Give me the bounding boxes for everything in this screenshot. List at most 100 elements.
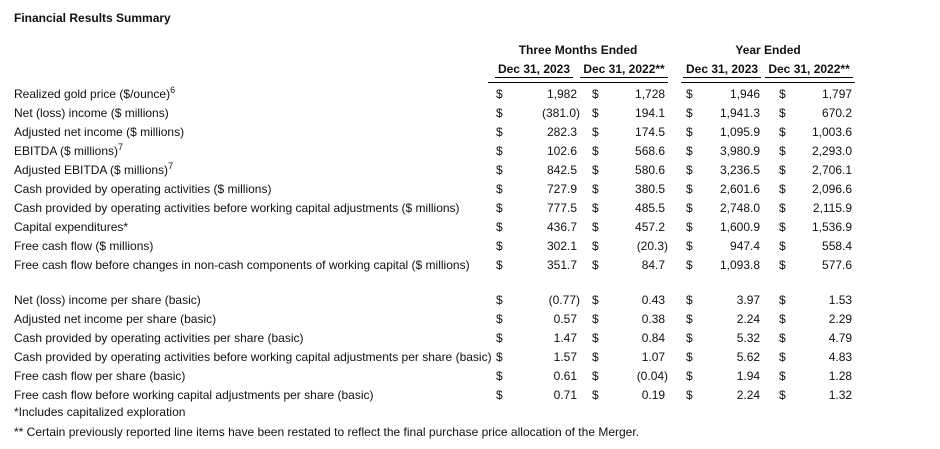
row-label: Capital expenditures*	[14, 220, 129, 234]
row-label: Realized gold price ($/ounce)	[14, 87, 171, 101]
cell-year-2022: 2,293.0	[812, 144, 853, 158]
cell-year-2022: 577.6	[822, 258, 853, 272]
cell-three-months-2023: 0.61	[553, 369, 577, 383]
currency-symbol: $	[496, 182, 503, 196]
cell-year-2023: 1,946	[730, 87, 761, 101]
currency-symbol: $	[779, 388, 786, 402]
column-header-label: Dec 31, 2023	[494, 62, 574, 78]
currency-symbol: $	[686, 125, 693, 139]
currency-symbol: $	[779, 144, 786, 158]
cell-year-2022: 4.79	[828, 331, 853, 345]
currency-symbol: $	[779, 312, 786, 326]
currency-symbol: $	[592, 293, 599, 307]
row-label-superscript: 7	[118, 142, 124, 152]
currency-symbol: $	[686, 144, 693, 158]
table-row: Cash provided by operating activities ($…	[0, 177, 940, 196]
row-label: Adjusted net income ($ millions)	[14, 125, 185, 139]
cell-three-months-2022: 568.6	[635, 144, 666, 158]
cell-three-months-2022: 0.84	[641, 331, 666, 345]
currency-symbol: $	[779, 182, 786, 196]
row-label: Cash provided by operating activities be…	[14, 350, 492, 364]
currency-symbol: $	[592, 144, 599, 158]
row-label: Free cash flow before changes in non-cas…	[14, 258, 470, 272]
currency-symbol: $	[496, 239, 503, 253]
cell-three-months-2022: (0.04)	[636, 369, 669, 383]
currency-symbol: $	[496, 125, 503, 139]
currency-symbol: $	[496, 106, 503, 120]
table-row: Cash provided by operating activities be…	[0, 196, 940, 215]
currency-symbol: $	[592, 369, 599, 383]
footnote-restated-line-items: ** Certain previously reported line item…	[14, 425, 640, 439]
currency-symbol: $	[592, 220, 599, 234]
cell-year-2022: 1,797	[822, 87, 853, 101]
currency-symbol: $	[592, 182, 599, 196]
column-header-three-months-dec-31-2022: Dec 31, 2022**	[580, 59, 668, 78]
column-header-year-dec-31-2023: Dec 31, 2023	[681, 59, 763, 78]
row-label: Cash provided by operating activities ($…	[14, 182, 272, 196]
table-row: Cash provided by operating activities pe…	[0, 326, 940, 345]
row-label: Net (loss) income per share (basic)	[14, 293, 201, 307]
cell-three-months-2022: 457.2	[635, 220, 666, 234]
cell-three-months-2022: 580.6	[635, 163, 666, 177]
cell-year-2023: 5.62	[736, 350, 761, 364]
cell-year-2023: 1,941.3	[720, 106, 761, 120]
cell-year-2023: 3,236.5	[720, 163, 761, 177]
table-row: Free cash flow per share (basic) $ 0.61 …	[0, 364, 940, 383]
cell-year-2022: 2,706.1	[812, 163, 853, 177]
currency-symbol: $	[592, 106, 599, 120]
currency-symbol: $	[686, 182, 693, 196]
currency-symbol: $	[496, 388, 503, 402]
cell-year-2022: 1.32	[828, 388, 853, 402]
row-label-cell: Cash provided by operating activities be…	[0, 345, 492, 364]
cell-three-months-2022: 0.38	[641, 312, 666, 326]
currency-symbol: $	[496, 163, 503, 177]
currency-symbol: $	[592, 201, 599, 215]
cell-year-2022: 1.53	[828, 293, 853, 307]
row-label: Cash provided by operating activities pe…	[14, 331, 304, 345]
row-label: Adjusted net income per share (basic)	[14, 312, 217, 326]
row-label: Free cash flow before working capital ad…	[14, 388, 374, 402]
row-label: Free cash flow ($ millions)	[14, 239, 154, 253]
cell-year-2023: 1,093.8	[720, 258, 761, 272]
cell-year-2022: 4.83	[828, 350, 853, 364]
currency-symbol: $	[686, 312, 693, 326]
cell-year-2023: 2.24	[736, 312, 761, 326]
table-row: Cash provided by operating activities be…	[0, 345, 940, 364]
cell-three-months-2023: 351.7	[546, 258, 577, 272]
cell-three-months-2022: 1.07	[641, 350, 666, 364]
table-row: Adjusted net income per share (basic) $ …	[0, 307, 940, 326]
row-label-cell: Cash provided by operating activities pe…	[0, 326, 488, 345]
currency-symbol: $	[779, 293, 786, 307]
row-label-cell: Adjusted EBITDA ($ millions)7	[0, 158, 488, 178]
cell-year-2022: 2,115.9	[812, 201, 853, 215]
table-body: Realized gold price ($/ounce)6 $ 1,982 $…	[0, 82, 940, 403]
column-group-header-row: Three Months Ended Year Ended	[0, 39, 940, 59]
currency-symbol: $	[686, 331, 693, 345]
cell-year-2023: 3.97	[736, 293, 761, 307]
financial-results-table: Three Months Ended Year Ended Dec 31, 20…	[0, 39, 940, 402]
row-label-superscript: 6	[170, 85, 176, 95]
table-row: Adjusted net income ($ millions) $ 282.3…	[0, 120, 940, 139]
currency-symbol: $	[779, 331, 786, 345]
currency-symbol: $	[592, 350, 599, 364]
currency-symbol: $	[686, 239, 693, 253]
cell-three-months-2023: (0.77)	[548, 293, 580, 307]
cell-year-2022: 558.4	[822, 239, 853, 253]
cell-year-2023: 3,980.9	[720, 144, 761, 158]
cell-three-months-2022: 1,728	[635, 87, 666, 101]
cell-year-2023: 1,095.9	[720, 125, 761, 139]
row-label-cell: Adjusted net income per share (basic)	[0, 307, 488, 326]
column-header-label: Dec 31, 2023	[683, 62, 762, 78]
section-spacer-row	[0, 272, 940, 288]
currency-symbol: $	[686, 258, 693, 272]
currency-symbol: $	[592, 125, 599, 139]
column-header-year-dec-31-2022: Dec 31, 2022**	[763, 59, 855, 78]
cell-year-2022: 1,536.9	[812, 220, 853, 234]
currency-symbol: $	[686, 201, 693, 215]
row-label: Net (loss) income ($ millions)	[14, 106, 169, 120]
currency-symbol: $	[686, 369, 693, 383]
currency-symbol: $	[496, 220, 503, 234]
currency-symbol: $	[686, 163, 693, 177]
row-label-cell: Free cash flow ($ millions)	[0, 234, 488, 253]
